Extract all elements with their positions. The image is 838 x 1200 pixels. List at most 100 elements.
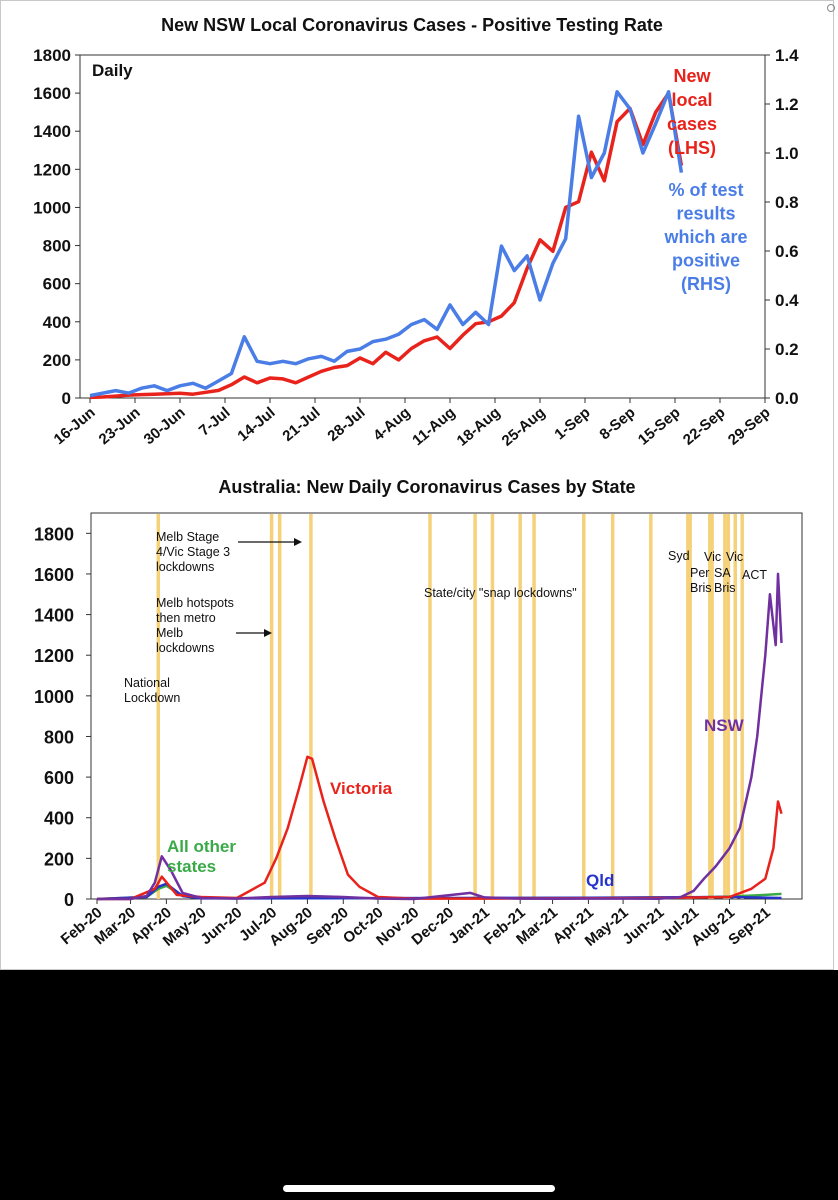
left-tick-label: 200 — [43, 351, 71, 370]
annotation-line: lockdowns — [156, 560, 214, 574]
label-line: positive — [672, 251, 740, 271]
positive-rate-line — [89, 90, 684, 398]
label-line: % of test — [668, 180, 743, 200]
annotation-line: Lockdown — [124, 691, 180, 705]
series-label-line: All other — [167, 837, 236, 856]
label-line: cases — [667, 114, 717, 134]
chart2-title: Australia: New Daily Coronavirus Cases b… — [218, 477, 635, 497]
annotation-line: lockdowns — [156, 641, 214, 655]
label-line: New — [673, 66, 711, 86]
lockdown-lines — [156, 514, 744, 899]
x-tick-label: 25-Aug — [499, 404, 549, 450]
victoria-label: Victoria — [330, 779, 393, 798]
y-tick-label: 600 — [44, 768, 74, 788]
y-tick-label: 1000 — [34, 687, 74, 707]
nsw-chart: New NSW Local Coronavirus Cases - Positi… — [33, 15, 799, 450]
annotation-line: National — [124, 676, 170, 690]
nsw-line — [97, 572, 783, 901]
y-tick-label: 0 — [64, 890, 74, 910]
status-dot — [827, 4, 835, 12]
chart1-left-axis: 0 200 400 600 800 1000 1200 1400 1600 1800 — [33, 46, 80, 408]
chart1-title: New NSW Local Coronavirus Cases - Positi… — [161, 15, 663, 35]
annotation-line: Bris — [714, 581, 736, 595]
charts-svg: New NSW Local Coronavirus Cases - Positi… — [33, 15, 803, 950]
right-tick-label: 0.4 — [775, 291, 799, 310]
annotation-line: Melb — [156, 626, 183, 640]
label-line: (RHS) — [681, 274, 731, 294]
y-tick-label: 1800 — [34, 524, 74, 544]
right-tick-label: 0.0 — [775, 389, 799, 408]
y-tick-label: 200 — [44, 849, 74, 869]
label-line: local — [671, 90, 712, 110]
annotation-text: Per Bris — [690, 566, 712, 595]
new-cases-series-label: New local cases (LHS) — [667, 66, 717, 158]
left-tick-label: 1600 — [33, 84, 71, 103]
annotation-line: ACT — [742, 568, 767, 582]
label-line: which are — [663, 227, 747, 247]
label-line: (LHS) — [668, 138, 716, 158]
annotation-line: Bris — [690, 581, 712, 595]
y-tick-label: 1600 — [34, 565, 74, 585]
series-label-line: Qld — [586, 871, 614, 890]
annotation-line: Vic — [704, 550, 721, 564]
annotation-line: Melb hotspots — [156, 596, 234, 610]
left-tick-label: 400 — [43, 313, 71, 332]
right-tick-label: 1.4 — [775, 46, 799, 65]
positive-rate-series-label: % of test results which are positive (RHS) — [663, 180, 747, 294]
annotation-text: SA Bris — [714, 566, 736, 595]
annotation-line: Vic — [726, 550, 743, 564]
annotation-line: then metro — [156, 611, 216, 625]
qld-label: Qld — [586, 871, 614, 890]
right-tick-label: 1.0 — [775, 144, 799, 163]
left-tick-label: 1000 — [33, 198, 71, 217]
annotation-line: Melb Stage — [156, 530, 219, 544]
annotation-line: SA — [714, 566, 731, 580]
chart1-series — [89, 90, 684, 400]
right-tick-label: 0.2 — [775, 340, 799, 359]
x-tick-label: 16-Jun — [51, 404, 99, 448]
left-tick-label: 1400 — [33, 122, 71, 141]
x-tick-label: 22-Sep — [680, 404, 729, 449]
home-indicator[interactable] — [283, 1185, 555, 1192]
x-tick-label: 4-Aug — [370, 404, 413, 444]
nsw-label: NSW — [704, 716, 745, 735]
left-tick-label: 1800 — [33, 46, 71, 65]
y-tick-label: 1400 — [34, 606, 74, 626]
victoria-line — [97, 755, 783, 901]
x-tick-label: 21-Jul — [279, 404, 323, 445]
x-tick-label: 18-Aug — [454, 404, 504, 450]
annotation-text: ACT — [742, 568, 767, 582]
chart2-y-axis: 0 200 400 600 800 1000 1200 1400 1600 1800 — [34, 524, 91, 910]
chart2-x-axis: Feb-20Mar-20Apr-20May-20Jun-20Jul-20Aug-… — [58, 899, 774, 950]
y-tick-label: 800 — [44, 727, 74, 747]
x-tick-label: 7-Jul — [196, 404, 234, 440]
annotation-line: Syd — [668, 549, 690, 563]
x-tick-label: 23-Jun — [96, 404, 144, 448]
annotation-line: State/city "snap lockdowns" — [424, 586, 577, 600]
all-other-states-label: All other states — [167, 837, 236, 876]
annotation-line: Per — [690, 566, 709, 580]
chart-panel: New NSW Local Coronavirus Cases - Positi… — [0, 0, 838, 970]
chart2-series — [96, 572, 783, 901]
left-tick-label: 1200 — [33, 160, 71, 179]
x-tick-label: Jun-21 — [620, 904, 668, 948]
annotation-text: State/city "snap lockdowns" — [424, 586, 577, 600]
new-cases-line — [89, 91, 684, 400]
x-tick-label: 1-Sep — [551, 404, 593, 443]
x-tick-label: 30-Jun — [141, 404, 189, 448]
chart2-series-labels: NSW Victoria All other states Qld — [167, 716, 745, 890]
x-tick-label: 15-Sep — [635, 404, 684, 449]
right-tick-label: 0.8 — [775, 193, 799, 212]
annotation-text: Syd — [668, 549, 690, 563]
daily-label: Daily — [92, 61, 133, 80]
chart1-plot-area — [79, 54, 766, 399]
annotation-arrow-head — [294, 538, 302, 546]
right-tick-label: 1.2 — [775, 95, 799, 114]
series-label-line: states — [167, 857, 216, 876]
chart1-right-axis: 0.0 0.2 0.4 0.6 0.8 1.0 1.2 1.4 — [765, 46, 799, 408]
x-tick-label: 28-Jul — [324, 404, 368, 445]
left-tick-label: 800 — [43, 237, 71, 256]
right-tick-label: 0.6 — [775, 242, 799, 261]
